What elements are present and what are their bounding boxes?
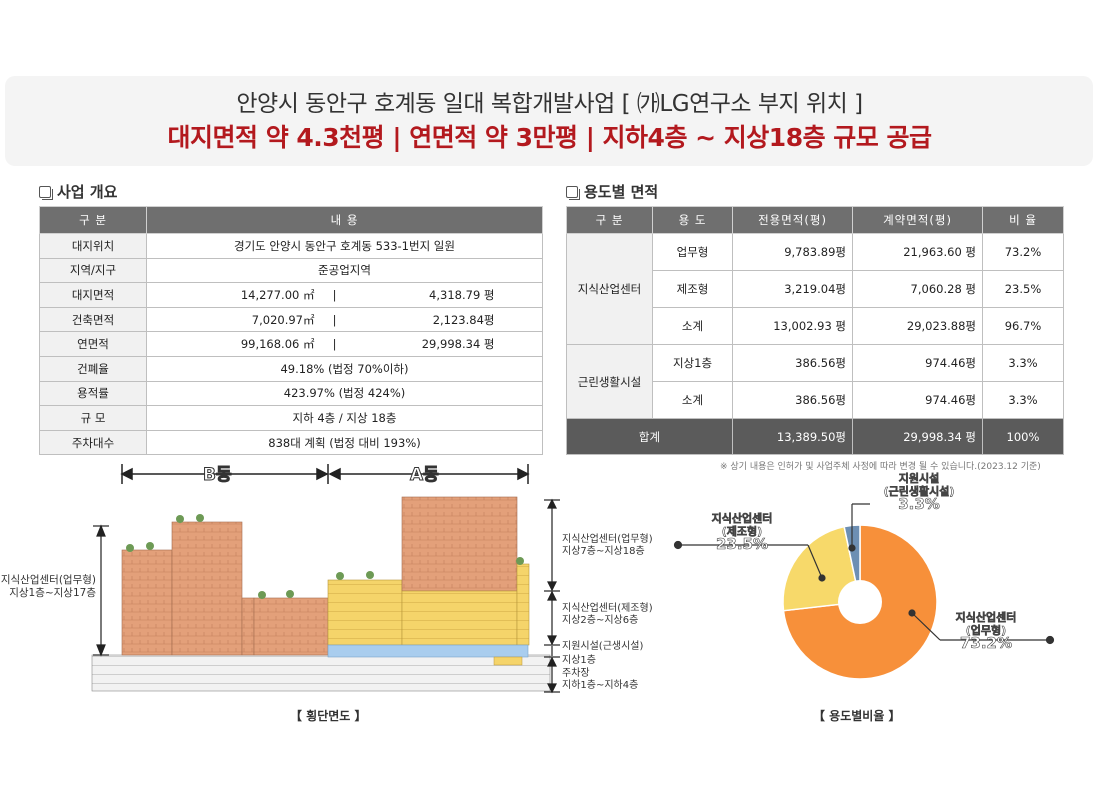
underground-parking [91,654,551,692]
table-row: 규 모 지하 4층 / 지상 18층 [39,405,543,431]
pie-slice-manufacture [782,525,861,612]
row-label: 건축면적 [39,306,147,333]
table-header: 비 율 [982,206,1064,234]
contract-area-cell: 29,023.88평 [852,307,983,345]
table-row: 건축면적 7,020.97㎡ | 2,123.84평 [39,306,543,333]
contract-area-cell: 974.46평 [852,381,983,419]
checkbox-bullet-icon [566,185,580,200]
left-height-arrow [93,524,109,657]
right-height-arrows [544,498,560,694]
table-header-row: 구 분 용 도 전용면적(평) 계약면적(평) 비 율 [566,206,1064,234]
value-m2: 14,277.00 ㎡ [240,287,315,302]
table-row: 대지위치 경기도 안양시 동안구 호계동 533-1번지 일원 [39,233,543,259]
value-separator: | [332,312,337,327]
pie-leader-lines [673,503,1055,645]
right-floor-label: 주차장 지하1층~지하4층 [562,668,639,691]
exclusive-area-cell: 9,783.89평 [732,233,853,271]
building-b-label: B동 [203,465,233,486]
row-value: 지하 4층 / 지상 18층 [146,405,543,431]
table-header: 내 용 [146,206,543,234]
row-value: 838대 계획 (법정 대비 193%) [146,429,543,456]
row-value: 49.18% (법정 70%이하) [146,355,543,382]
exclusive-area-cell: 386.56평 [732,381,853,419]
table-row: 용적률 423.97% (법정 424%) [39,380,543,407]
table-row: 지역/지구 준공업지역 [39,257,543,284]
table-row: 근린생활시설 지상1층 386.56평 974.46평 3.3% [566,344,1064,419]
checkbox-bullet-icon [39,185,53,200]
table-header: 전용면적(평) [732,206,853,234]
table-row: 지식산업센터 업무형 9,783.89평 21,963.60 평 73.2% [566,233,1064,345]
table-header: 구 분 [39,206,147,234]
right-floor-label: 지원시설(근생시설) [562,641,644,652]
value-pyeong: 2,123.84평 [432,312,495,327]
disclaimer-note: ※ 상기 내용은 인허가 및 사업주체 사정에 따라 변경 될 수 있습니다.(… [720,462,1041,472]
value-separator: | [332,287,337,302]
rooftop-trees [126,514,524,599]
total-ratio: 100% [982,418,1064,455]
table-header: 구 분 [566,206,653,234]
value-pyeong: 4,318.79 평 [429,287,495,302]
value-m2: 7,020.97㎡ [251,312,315,327]
contract-area-cell: 7,060.28 평 [852,270,983,308]
building-b-mass [121,521,329,656]
total-contract: 29,998.34 평 [852,418,983,455]
total-exclusive: 13,389.50평 [732,418,853,455]
support-slice-label: 지원시설 (근린생활시설) 3.3% [883,472,955,513]
manufacture-slice-label: 지식산업센터 (제조형) 23.5% [711,512,773,553]
row-label: 주차대수 [39,429,147,456]
table-row: 주차대수 838대 계획 (법정 대비 193%) [39,429,543,456]
table-row: 소계 386.56평 974.46평 3.3% [567,381,1064,419]
row-label: 연면적 [39,331,147,357]
ratio-cell: 3.3% [982,381,1064,419]
value-pyeong: 29,998.34 평 [421,337,495,352]
overview-table: 구 분 내 용 대지위치 경기도 안양시 동안구 호계동 533-1번지 일원 … [39,206,543,456]
overview-section-title: 사업 개요 [39,181,117,202]
total-row: 합계 13,389.50평 29,998.34 평 100% [566,418,1064,455]
row-label: 규 모 [39,405,147,431]
row-value: 14,277.00 ㎡ | 4,318.79 평 [146,282,543,308]
exclusive-area-cell: 13,002.93 평 [732,307,853,345]
total-label: 합계 [566,418,733,455]
row-value: 경기도 안양시 동안구 호계동 533-1번지 일원 [146,233,543,259]
page-subtitle: 대지면적 약 4.3천평 | 연면적 약 3만평 | 지하4층 ~ 지상18층 … [167,123,932,152]
value-separator: | [332,337,337,352]
row-label: 지역/지구 [39,257,147,284]
building-a-label: A동 [410,465,440,486]
use-cell: 소계 [652,307,733,345]
section-caption: 【 횡단면도 】 [290,709,367,723]
ratio-cell: 73.2% [982,233,1064,271]
row-label: 용적률 [39,380,147,407]
value-m2: 99,168.06 ㎡ [240,337,315,352]
table-row: 제조형 3,219.04평 7,060.28 평 23.5% [567,270,1064,308]
header-band [5,76,1093,166]
usage-section-title: 용도별 면적 [566,181,658,202]
building-a-mass [327,496,530,666]
group-label: 지식산업센터 [566,233,653,345]
usage-area-table: 구 분 용 도 전용면적(평) 계약면적(평) 비 율 지식산업센터 업무형 9… [566,206,1064,455]
table-header: 계약면적(평) [852,206,983,234]
right-floor-label: 지상1층 [562,655,596,666]
right-floor-label: 지식산업센터(제조형) 지상2층~지상6층 [562,603,653,626]
pie-hole [838,580,882,624]
page-title: 안양시 동안구 호계동 일대 복합개발사업 [ ㈎LG연구소 부지 위치 ] [236,91,863,117]
pie-caption: 【 용도별비율 】 [813,709,901,723]
right-floor-label: 지식산업센터(업무형) 지상7층~지상18층 [562,534,653,557]
ratio-cell: 3.3% [982,344,1064,382]
building-dimension-arrows [120,464,530,484]
use-cell: 소계 [652,381,733,419]
use-cell: 지상1층 [652,344,733,382]
row-value: 7,020.97㎡ | 2,123.84평 [146,306,543,333]
contract-area-cell: 974.46평 [852,344,983,382]
office-slice-label: 지식산업센터 (업무형) 73.2% [955,611,1017,652]
table-header-row: 구 분 내 용 [39,206,543,234]
table-header: 용 도 [652,206,733,234]
left-floor-label: 지식산업센터(업무형) 지상1층~지상17층 [0,574,96,599]
use-cell: 업무형 [652,233,733,271]
